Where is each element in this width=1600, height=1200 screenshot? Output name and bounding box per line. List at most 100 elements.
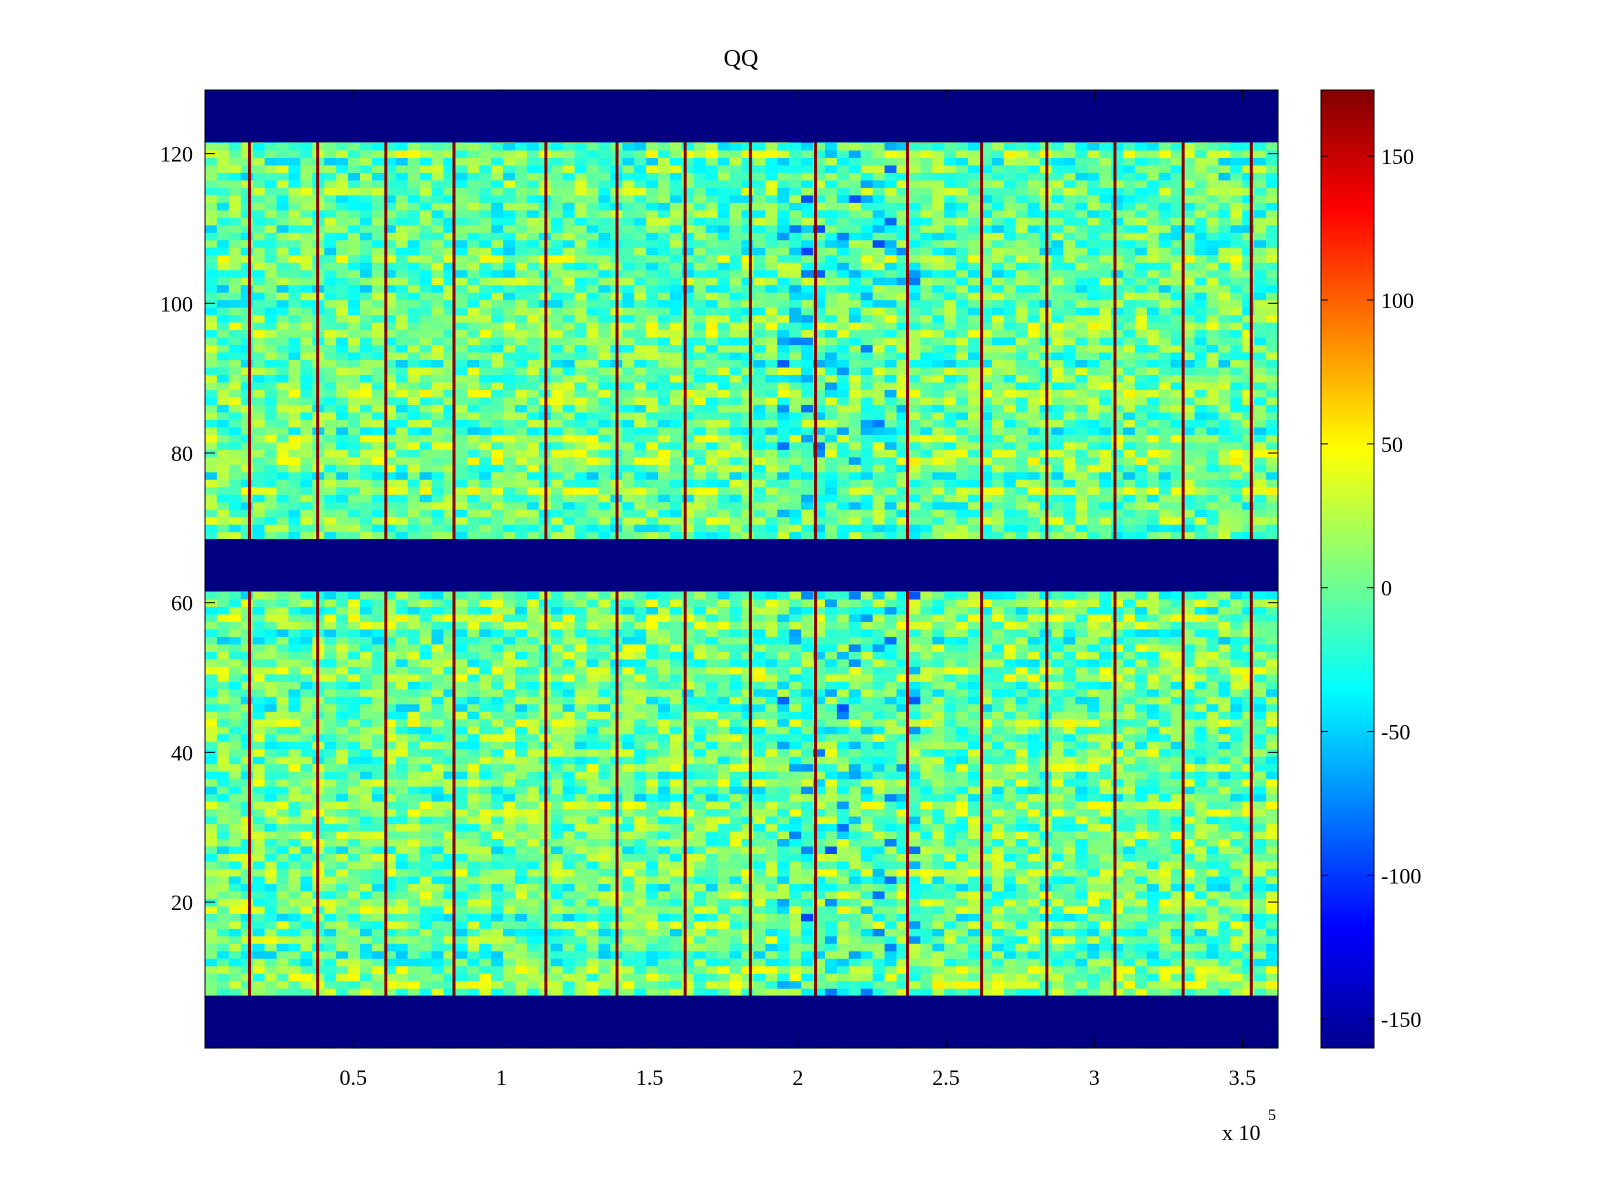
heatmap-cell [705, 988, 719, 997]
heatmap-cell [276, 875, 290, 884]
heatmap-cell [1242, 748, 1255, 757]
heatmap-cell [1003, 658, 1017, 667]
heatmap-cell [979, 696, 993, 705]
heatmap-cell [419, 651, 433, 660]
heatmap-cell [1182, 703, 1196, 712]
heatmap-cell [1170, 905, 1184, 914]
heatmap-cell [395, 920, 409, 929]
heatmap-cell [1015, 643, 1029, 652]
heatmap-cell [1242, 890, 1255, 899]
heatmap-cell [1194, 853, 1208, 862]
heatmap-cell [205, 815, 218, 825]
heatmap-cell [503, 875, 516, 884]
heatmap-cell [395, 718, 409, 727]
heatmap-cell [216, 845, 230, 854]
heatmap-cell [562, 920, 576, 929]
heatmap-cell [956, 643, 969, 652]
heatmap-cell [765, 696, 778, 705]
heatmap-cell [1254, 815, 1267, 825]
heatmap-cell [836, 681, 850, 690]
heatmap-cell [240, 905, 254, 914]
heatmap-cell [598, 838, 611, 847]
heatmap-cell [1170, 913, 1184, 922]
heatmap-cell [1254, 845, 1267, 854]
heatmap-cell [1027, 988, 1041, 997]
heatmap-cell [920, 973, 933, 982]
heatmap-cell [717, 838, 731, 847]
heatmap-cell [562, 733, 576, 742]
heatmap-cell [514, 786, 528, 795]
heatmap-cell [1194, 860, 1208, 869]
heatmap-cell [252, 875, 266, 884]
heatmap-cell [622, 808, 635, 817]
heatmap-cell [705, 928, 719, 937]
heatmap-cell [276, 905, 290, 914]
heatmap-cell [586, 733, 600, 742]
heatmap-cell [216, 868, 230, 877]
heatmap-cell [431, 658, 445, 667]
heatmap-cell [1254, 688, 1267, 697]
heatmap-cell [896, 801, 910, 810]
heatmap-cell [1099, 636, 1112, 645]
heatmap-cell [658, 628, 671, 637]
heatmap-cell [431, 688, 445, 697]
heatmap-cell [276, 943, 290, 952]
heatmap-cell [896, 823, 910, 832]
heatmap-cell [288, 973, 301, 982]
heatmap-cell [395, 733, 409, 742]
heatmap-cell [514, 628, 528, 637]
heatmap-cell [1158, 741, 1172, 750]
heatmap-cell [884, 793, 898, 802]
heatmap-cell [300, 673, 313, 682]
heatmap-cell [932, 726, 945, 735]
heatmap-cell [622, 838, 635, 847]
heatmap-cell [1015, 860, 1029, 869]
heatmap-cell [1003, 868, 1017, 877]
heatmap-cell [252, 815, 266, 825]
heatmap-cell [1051, 808, 1064, 817]
heatmap-cell [205, 771, 218, 780]
heatmap-cell [586, 958, 600, 967]
heatmap-cell [1099, 778, 1112, 787]
heatmap-cell [276, 696, 290, 705]
heatmap-cell [419, 756, 433, 765]
heatmap-cell [693, 868, 707, 877]
heatmap-cell [252, 711, 266, 720]
heatmap-cell [431, 628, 445, 637]
heatmap-cell [407, 988, 421, 997]
heatmap-cell [1003, 808, 1017, 817]
heatmap-cell [789, 898, 802, 907]
heatmap-cell [741, 651, 755, 660]
heatmap-cell [586, 838, 600, 847]
heatmap-cell [359, 726, 373, 735]
heatmap-cell [395, 786, 409, 795]
heatmap-cell [1170, 875, 1184, 884]
heatmap-cell [622, 688, 635, 697]
heatmap-cell [526, 733, 540, 742]
heatmap-cell [681, 815, 695, 825]
heatmap-cell [1158, 815, 1172, 825]
heatmap-cell [1134, 905, 1148, 914]
heatmap-cell [1266, 793, 1279, 802]
heatmap-cell [1230, 950, 1243, 959]
heatmap-cell [1015, 666, 1029, 675]
heatmap-cell [288, 733, 301, 742]
heatmap-cell [717, 756, 731, 765]
heatmap-cell [1146, 950, 1160, 959]
heatmap-cell [514, 703, 528, 712]
heatmap-cell [860, 845, 874, 854]
heatmap-cell [908, 950, 921, 959]
heatmap-cell [228, 763, 242, 772]
heatmap-cell [1003, 823, 1017, 832]
heatmap-cell [276, 703, 290, 712]
heatmap-cell [801, 651, 814, 660]
heatmap-cell [1170, 928, 1184, 937]
heatmap-cell [1111, 973, 1124, 982]
heatmap-cell [789, 673, 802, 682]
heatmap-cell [431, 823, 445, 832]
heatmap-cell [956, 748, 969, 757]
heatmap-cell [395, 913, 409, 922]
heatmap-cell [932, 733, 945, 742]
heatmap-cell [848, 973, 862, 982]
heatmap-cell [634, 771, 647, 780]
